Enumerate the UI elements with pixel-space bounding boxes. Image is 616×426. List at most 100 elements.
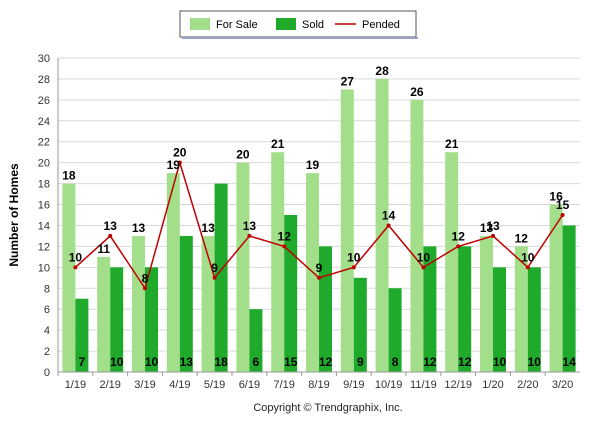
data-label-for-sale: 28 (375, 64, 389, 78)
bar-sold (388, 288, 402, 372)
point-pended (560, 213, 565, 217)
bar-for-sale (340, 89, 354, 373)
legend-label-sold: Sold (302, 19, 324, 31)
point-pended (247, 233, 252, 238)
line-layer (73, 159, 565, 291)
bar-for-sale (166, 173, 180, 372)
copyright-footer: Copyright © Trendgraphix, Inc. (253, 402, 402, 414)
x-tick-label: 12/19 (444, 379, 472, 391)
bar-for-sale (445, 152, 459, 372)
data-label-for-sale: 19 (167, 158, 181, 172)
labels-layer: 1871110131019131318206211519122792882612… (62, 64, 576, 369)
data-label-pended: 10 (417, 250, 431, 264)
data-label-for-sale: 16 (549, 190, 563, 204)
y-tick-label: 0 (44, 367, 50, 379)
bar-for-sale (201, 235, 215, 372)
y-tick-label: 6 (44, 304, 50, 316)
point-pended (491, 233, 495, 238)
data-label-for-sale: 13 (132, 221, 146, 235)
data-label-sold: 10 (110, 355, 124, 369)
point-pended (351, 265, 356, 270)
data-label-sold: 12 (423, 355, 437, 369)
point-pended (317, 275, 321, 280)
data-label-pended: 9 (211, 261, 218, 275)
x-tick-label: 6/19 (239, 379, 260, 391)
bar-for-sale (375, 78, 389, 372)
y-tick-label: 2 (44, 346, 50, 358)
x-tick-label: 4/19 (169, 379, 190, 391)
point-pended (282, 244, 287, 249)
data-label-for-sale: 27 (341, 74, 355, 88)
data-label-pended: 20 (173, 146, 187, 160)
bar-for-sale (549, 204, 563, 372)
bar-for-sale (480, 235, 493, 372)
data-label-pended: 10 (69, 250, 83, 264)
data-label-for-sale: 26 (410, 85, 424, 99)
bar-sold (75, 298, 89, 372)
data-label-for-sale: 21 (271, 137, 285, 151)
x-tick-label: 3/20 (552, 379, 573, 391)
bar-sold (179, 235, 193, 372)
y-tick-label: 28 (38, 74, 50, 86)
x-tick-label: 8/19 (308, 379, 329, 391)
data-label-sold: 10 (145, 355, 159, 369)
data-label-pended: 12 (452, 229, 466, 243)
bar-sold (562, 225, 576, 372)
data-label-for-sale: 19 (306, 158, 320, 172)
point-pended (456, 244, 461, 249)
data-label-pended: 13 (486, 219, 500, 233)
data-label-pended: 10 (521, 250, 535, 264)
y-tick-label: 4 (44, 325, 50, 337)
data-label-pended: 13 (104, 219, 118, 233)
data-label-sold: 12 (458, 355, 472, 369)
x-tick-label: 2/20 (517, 379, 538, 391)
y-tick-label: 12 (38, 241, 50, 253)
bar-sold (214, 183, 228, 372)
data-label-sold: 14 (562, 355, 576, 369)
data-label-sold: 13 (180, 355, 194, 369)
legend-box (179, 10, 417, 38)
data-label-sold: 10 (528, 355, 542, 369)
bar-sold (319, 246, 332, 372)
x-tick-label: 9/19 (343, 379, 364, 391)
data-label-sold: 7 (79, 355, 86, 369)
legend-label-pended: Pended (362, 19, 400, 31)
bar-sold (145, 267, 158, 372)
bar-sold (423, 246, 437, 372)
y-tick-label: 18 (38, 179, 50, 191)
y-tick-label: 30 (38, 53, 50, 65)
data-label-pended: 14 (382, 208, 396, 222)
y-tick-label: 20 (38, 158, 50, 170)
point-pended (212, 275, 217, 280)
point-pended (108, 233, 113, 238)
data-label-for-sale: 20 (236, 148, 250, 162)
bar-for-sale (271, 152, 285, 372)
x-tick-label: 1/20 (482, 379, 503, 391)
data-label-pended: 10 (347, 250, 361, 264)
data-label-sold: 12 (319, 355, 333, 369)
data-label-pended: 8 (142, 271, 149, 285)
bar-for-sale (410, 99, 424, 372)
bar-for-sale (62, 183, 76, 372)
y-tick-label: 10 (38, 262, 50, 274)
point-pended (421, 265, 426, 270)
data-label-for-sale: 21 (445, 137, 459, 151)
y-axis-title: Number of Homes (7, 163, 21, 267)
data-label-pended: 15 (556, 198, 570, 212)
data-label-for-sale: 12 (515, 231, 529, 245)
bar-sold (458, 246, 472, 372)
x-tick-label: 11/19 (410, 379, 437, 391)
legend-shadow (182, 37, 418, 39)
data-label-for-sale: 13 (480, 221, 494, 235)
y-tick-label: 14 (38, 220, 50, 232)
point-pended (177, 160, 182, 165)
y-tick-label: 24 (38, 116, 50, 128)
bar-sold (527, 267, 541, 372)
bar-sold (110, 267, 124, 372)
legend-swatch-for-sale (190, 18, 210, 30)
point-pended (143, 286, 147, 291)
bar-for-sale (132, 235, 145, 372)
bar-for-sale (97, 256, 111, 372)
